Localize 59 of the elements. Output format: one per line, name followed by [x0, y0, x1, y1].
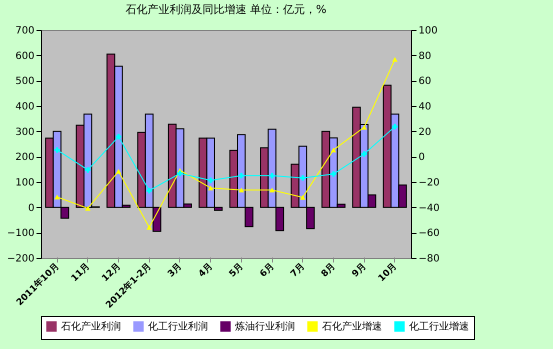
y2-tick-label: 0: [418, 152, 425, 164]
y2-tick-label: −20: [418, 178, 440, 188]
y2-tick-label: 40: [418, 102, 432, 112]
x-tick-label: 5月: [227, 260, 246, 280]
point: [85, 206, 91, 211]
x-tick-label: 11月: [69, 260, 92, 284]
x-tick-label: 3月: [166, 260, 184, 280]
y-tick-label: −200: [7, 254, 34, 264]
y2-tick-label: 60: [418, 76, 432, 88]
y-tick-label: 300: [15, 126, 34, 138]
legend-label: 化工行业利润: [148, 320, 208, 333]
y2-tick-label: 100: [418, 26, 438, 36]
y-tick-label: 700: [15, 26, 34, 36]
legend-label: 石化产业增速: [322, 320, 382, 333]
point: [392, 57, 398, 62]
y2-tick-label: 20: [418, 126, 432, 138]
point: [54, 147, 60, 153]
point: [85, 167, 91, 173]
point: [361, 151, 367, 157]
x-tick-label: 12月: [100, 260, 123, 284]
y-tick-label: −100: [7, 228, 34, 240]
point: [361, 124, 367, 130]
legend-label: 炼油行业利润: [235, 320, 295, 333]
x-tick-label: 7月: [288, 260, 308, 280]
point: [177, 170, 183, 176]
y2-tick-label: −60: [418, 228, 440, 240]
point: [238, 188, 244, 192]
y-tick-label: 100: [15, 178, 34, 188]
y2-tick-label: −80: [418, 254, 440, 264]
legend-label: 石化产业利润: [61, 320, 121, 333]
x-tick-label: 8月: [319, 260, 338, 280]
y2-tick-label: −40: [418, 202, 440, 214]
point: [330, 171, 336, 177]
point: [208, 178, 214, 184]
point: [116, 134, 122, 140]
x-tick-label: 10月: [376, 260, 400, 284]
y-tick-label: 600: [15, 50, 34, 62]
point: [146, 224, 152, 230]
point: [146, 188, 152, 194]
x-tick-label: 4月: [196, 260, 215, 280]
y-tick-label: 400: [15, 102, 34, 112]
point: [208, 186, 214, 190]
chart-title: 石化产业利润及同比增速 单位：亿元，%: [126, 3, 326, 16]
point: [330, 148, 336, 152]
point: [300, 194, 306, 200]
legend-label: 化工行业增速: [409, 320, 469, 333]
point: [269, 188, 275, 192]
y2-tick-label: 80: [418, 50, 432, 62]
point: [116, 168, 122, 174]
x-tick-label: 9月: [350, 260, 368, 280]
point: [300, 175, 306, 181]
y-tick-label: 500: [15, 76, 34, 88]
y-tick-label: 200: [15, 152, 34, 164]
point: [238, 172, 244, 178]
point: [269, 172, 275, 178]
point: [392, 124, 398, 130]
point: [54, 194, 60, 200]
y-tick-label: 0: [28, 202, 34, 214]
x-tick-label: 6月: [258, 260, 276, 280]
